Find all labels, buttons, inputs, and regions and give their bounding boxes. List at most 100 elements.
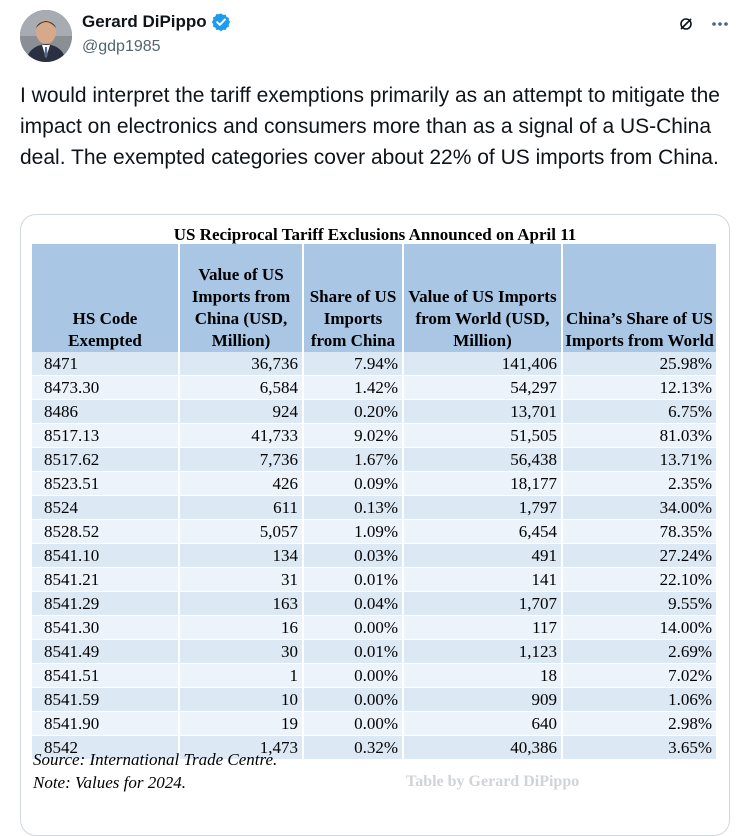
- cell-value-world: 141: [403, 567, 563, 592]
- cell-value-china: 7,736: [179, 447, 304, 472]
- cell-share-china: 0.00%: [303, 687, 404, 712]
- tweet-text: I would interpret the tariff exemptions …: [20, 84, 720, 169]
- table-source-note: Source: International Trade Centre. Note…: [33, 748, 277, 794]
- table-row: 8541.29 163 0.04% 1,707 9.55%: [32, 591, 716, 616]
- author-display-name[interactable]: Gerard DiPippo: [82, 12, 207, 31]
- cell-china-share-world: 22.10%: [562, 567, 716, 592]
- verified-badge-icon: [211, 12, 231, 32]
- cell-share-china: 0.01%: [303, 567, 404, 592]
- cell-value-world: 18: [403, 663, 563, 688]
- cell-value-world: 56,438: [403, 447, 563, 472]
- cell-value-china: 426: [179, 471, 304, 496]
- author-name-row[interactable]: Gerard DiPippo: [82, 12, 231, 32]
- cell-hs-code: 8517.62: [32, 447, 180, 472]
- table-row: 8517.62 7,736 1.67% 56,438 13.71%: [32, 447, 716, 472]
- cell-china-share-world: 13.71%: [562, 447, 716, 472]
- cell-value-world: 141,406: [403, 352, 563, 376]
- cell-china-share-world: 27.24%: [562, 543, 716, 568]
- cell-hs-code: 8528.52: [32, 519, 180, 544]
- avatar[interactable]: [20, 10, 72, 62]
- cell-value-china: 10: [179, 687, 304, 712]
- cell-share-china: 0.20%: [303, 399, 404, 424]
- header-value-world: Value of US Imports from World (USD, Mil…: [403, 244, 563, 352]
- cell-share-china: 0.00%: [303, 615, 404, 640]
- cell-china-share-world: 6.75%: [562, 399, 716, 424]
- cell-share-china: 0.01%: [303, 639, 404, 664]
- cell-hs-code: 8541.49: [32, 639, 180, 664]
- table-row: 8541.10 134 0.03% 491 27.24%: [32, 543, 716, 568]
- cell-value-china: 16: [179, 615, 304, 640]
- cell-share-china: 0.03%: [303, 543, 404, 568]
- cell-value-world: 6,454: [403, 519, 563, 544]
- tweet-media-table-image[interactable]: US Reciprocal Tariff Exclusions Announce…: [20, 214, 730, 836]
- cell-share-china: 0.32%: [303, 735, 404, 760]
- cell-share-china: 0.00%: [303, 663, 404, 688]
- table-row: 8528.52 5,057 1.09% 6,454 78.35%: [32, 519, 716, 544]
- cell-china-share-world: 1.06%: [562, 687, 716, 712]
- cell-value-world: 1,123: [403, 639, 563, 664]
- table-row: 8541.59 10 0.00% 909 1.06%: [32, 687, 716, 712]
- cell-value-world: 491: [403, 543, 563, 568]
- cell-value-world: 18,177: [403, 471, 563, 496]
- header-china-share-world: China’s Share of US Imports from World: [562, 244, 716, 352]
- cell-value-world: 40,386: [403, 735, 563, 760]
- cell-share-china: 1.42%: [303, 375, 404, 400]
- table-row: 8541.49 30 0.01% 1,123 2.69%: [32, 639, 716, 664]
- cell-share-china: 0.00%: [303, 711, 404, 736]
- grok-icon[interactable]: [678, 16, 694, 32]
- table-row: 8486 924 0.20% 13,701 6.75%: [32, 399, 716, 424]
- cell-value-china: 31: [179, 567, 304, 592]
- cell-china-share-world: 25.98%: [562, 352, 716, 376]
- cell-share-china: 1.09%: [303, 519, 404, 544]
- cell-value-world: 909: [403, 687, 563, 712]
- table-note: Note: Values for 2024.: [33, 773, 186, 792]
- cell-share-china: 0.09%: [303, 471, 404, 496]
- cell-china-share-world: 2.35%: [562, 471, 716, 496]
- cell-value-china: 611: [179, 495, 304, 520]
- header-share-china: Share of US Imports from China: [303, 244, 404, 352]
- cell-china-share-world: 78.35%: [562, 519, 716, 544]
- header-hs-code: HS Code Exempted: [32, 244, 180, 352]
- table-row: 8471 36,736 7.94% 141,406 25.98%: [32, 352, 716, 376]
- cell-hs-code: 8471: [32, 352, 180, 376]
- table-row: 8524 611 0.13% 1,797 34.00%: [32, 495, 716, 520]
- author-handle[interactable]: @gdp1985: [82, 38, 161, 55]
- cell-hs-code: 8541.21: [32, 567, 180, 592]
- table-row: 8541.21 31 0.01% 141 22.10%: [32, 567, 716, 592]
- tweet: Gerard DiPippo @gdp1985 I would interpre…: [20, 10, 730, 836]
- cell-china-share-world: 2.98%: [562, 711, 716, 736]
- cell-hs-code: 8486: [32, 399, 180, 424]
- cell-hs-code: 8542: [32, 735, 180, 760]
- more-options-icon[interactable]: [710, 14, 730, 34]
- cell-value-world: 51,505: [403, 423, 563, 448]
- cell-hs-code: 8541.51: [32, 663, 180, 688]
- cell-china-share-world: 7.02%: [562, 663, 716, 688]
- cell-china-share-world: 2.69%: [562, 639, 716, 664]
- tariff-exclusions-table: HS Code Exempted Value of US Imports fro…: [32, 244, 716, 760]
- table-row: 8517.13 41,733 9.02% 51,505 81.03%: [32, 423, 716, 448]
- cell-china-share-world: 34.00%: [562, 495, 716, 520]
- cell-china-share-world: 12.13%: [562, 375, 716, 400]
- cell-hs-code: 8541.30: [32, 615, 180, 640]
- cell-value-world: 1,797: [403, 495, 563, 520]
- cell-value-china: 41,733: [179, 423, 304, 448]
- table-source: Source: International Trade Centre.: [33, 750, 278, 769]
- cell-value-china: 5,057: [179, 519, 304, 544]
- cell-hs-code: 8541.59: [32, 687, 180, 712]
- table-row: 8541.90 19 0.00% 640 2.98%: [32, 711, 716, 736]
- table-row: 8542 1,473 0.32% 40,386 3.65%: [32, 735, 716, 760]
- cell-china-share-world: 81.03%: [562, 423, 716, 448]
- cell-value-world: 13,701: [403, 399, 563, 424]
- cell-hs-code: 8517.13: [32, 423, 180, 448]
- header-value-china: Value of US Imports from China (USD, Mil…: [179, 244, 304, 352]
- cell-value-world: 54,297: [403, 375, 563, 400]
- cell-value-china: 1,473: [179, 735, 304, 760]
- cell-share-china: 9.02%: [303, 423, 404, 448]
- cell-china-share-world: 14.00%: [562, 615, 716, 640]
- cell-hs-code: 8524: [32, 495, 180, 520]
- cell-china-share-world: 9.55%: [562, 591, 716, 616]
- cell-hs-code: 8473.30: [32, 375, 180, 400]
- cell-china-share-world: 3.65%: [562, 735, 716, 760]
- cell-share-china: 1.67%: [303, 447, 404, 472]
- cell-value-china: 1: [179, 663, 304, 688]
